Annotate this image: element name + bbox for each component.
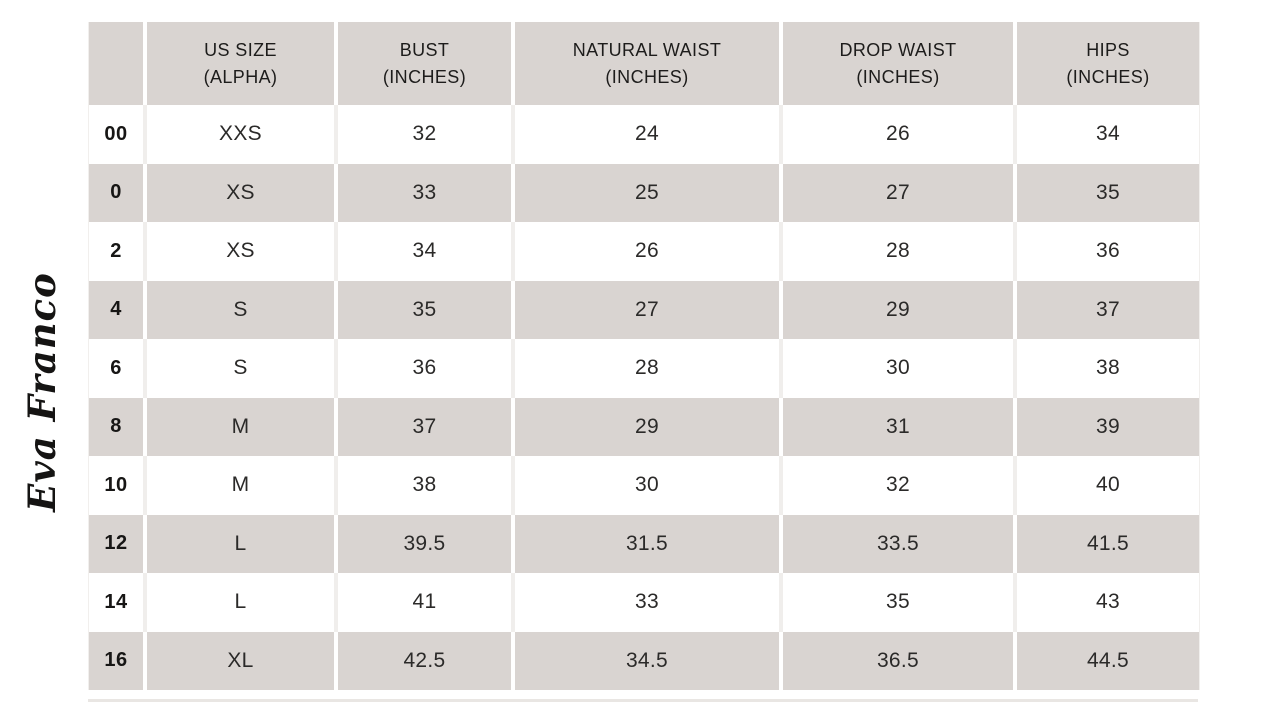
header-row: US SIZE (ALPHA) BUST (INCHES) NATURAL WAIS… — [89, 22, 1199, 105]
measurement-cell: XL — [143, 631, 334, 690]
measurement-cell: 31.5 — [511, 514, 779, 573]
measurement-cell: 26 — [779, 105, 1013, 164]
measurement-cell: 30 — [779, 339, 1013, 398]
size-label-cell: 8 — [89, 397, 143, 456]
measurement-cell: 39.5 — [334, 514, 511, 573]
measurement-cell: 40 — [1013, 456, 1199, 515]
size-chart-table: US SIZE (ALPHA) BUST (INCHES) NATURAL WAIS… — [88, 22, 1200, 690]
measurement-cell: 34 — [1013, 105, 1199, 164]
size-label-cell: 2 — [110, 239, 122, 262]
measurement-cell: XS — [143, 222, 334, 281]
table-row: 10 M 38 30 32 40 — [89, 456, 1199, 515]
measurement-cell: 36 — [1013, 222, 1199, 281]
table-row: 14 L 41 33 35 43 — [89, 573, 1199, 632]
size-label-cell: 10 — [104, 473, 128, 496]
measurement-cell: M — [143, 456, 334, 515]
measurement-cell: 36 — [334, 339, 511, 398]
measurement-cell: 28 — [779, 222, 1013, 281]
brand-logo-text: Eva Franco — [20, 272, 64, 512]
measurement-cell: 43 — [1013, 573, 1199, 632]
measurement-cell: XXS — [143, 105, 334, 164]
measurement-cell: 24 — [511, 105, 779, 164]
measurement-cell: 29 — [511, 397, 779, 456]
measurement-cell: 33 — [511, 573, 779, 632]
table-row: 0 XS 33 25 27 35 — [89, 163, 1199, 222]
measurement-cell: 44.5 — [1013, 631, 1199, 690]
measurement-cell: 35 — [1013, 163, 1199, 222]
measurement-cell: 38 — [1013, 339, 1199, 398]
measurement-cell: 27 — [779, 163, 1013, 222]
measurement-cell: M — [143, 397, 334, 456]
measurement-cell: S — [143, 339, 334, 398]
header-cell: DROP WAIST (INCHES) — [779, 22, 1013, 105]
size-chart-header: US SIZE (ALPHA) BUST (INCHES) NATURAL WAIS… — [89, 22, 1199, 105]
measurement-cell: 39 — [1013, 397, 1199, 456]
measurement-cell: 34 — [334, 222, 511, 281]
table-row: 2 XS 34 26 28 36 — [89, 222, 1199, 281]
size-chart-body: 00 XXS 32 24 26 34 0 XS 33 25 27 35 2 XS 34 26 28 36 4 S 35 2… — [89, 105, 1199, 690]
measurement-cell: 30 — [511, 456, 779, 515]
measurement-cell: 41.5 — [1013, 514, 1199, 573]
measurement-cell: 29 — [779, 280, 1013, 339]
measurement-cell: 35 — [334, 280, 511, 339]
size-label-cell: 0 — [89, 163, 143, 222]
size-label-cell: 6 — [110, 356, 122, 379]
table-row: 8 M 37 29 31 39 — [89, 397, 1199, 456]
table-row: 12 L 39.5 31.5 33.5 41.5 — [89, 514, 1199, 573]
size-label-cell: 16 — [89, 631, 143, 690]
measurement-cell: L — [143, 573, 334, 632]
header-cell: US SIZE (ALPHA) — [143, 22, 334, 105]
table-row: 00 XXS 32 24 26 34 — [89, 105, 1199, 164]
brand-logo: Eva Franco — [2, 260, 82, 524]
measurement-cell: 35 — [779, 573, 1013, 632]
size-label-cell: 14 — [104, 590, 128, 613]
size-label-cell: 12 — [89, 514, 143, 573]
measurement-cell: 31 — [779, 397, 1013, 456]
measurement-cell: 38 — [334, 456, 511, 515]
measurement-cell: S — [143, 280, 334, 339]
table-row: 16 XL 42.5 34.5 36.5 44.5 — [89, 631, 1199, 690]
corner-cell — [89, 22, 143, 105]
table-row: 6 S 36 28 30 38 — [89, 339, 1199, 398]
measurement-cell: 36.5 — [779, 631, 1013, 690]
table-bottom-rule — [88, 699, 1198, 702]
measurement-cell: 41 — [334, 573, 511, 632]
measurement-cell: 28 — [511, 339, 779, 398]
measurement-cell: 33 — [334, 163, 511, 222]
header-cell: NATURAL WAIST (INCHES) — [511, 22, 779, 105]
measurement-cell: XS — [143, 163, 334, 222]
measurement-cell: 32 — [779, 456, 1013, 515]
measurement-cell: 37 — [1013, 280, 1199, 339]
measurement-cell: 37 — [334, 397, 511, 456]
measurement-cell: 26 — [511, 222, 779, 281]
measurement-cell: L — [143, 514, 334, 573]
measurement-cell: 32 — [334, 105, 511, 164]
size-label-cell: 00 — [104, 122, 128, 145]
header-cell: HIPS (INCHES) — [1013, 22, 1199, 105]
size-label-cell: 4 — [89, 280, 143, 339]
measurement-cell: 34.5 — [511, 631, 779, 690]
header-cell: BUST (INCHES) — [334, 22, 511, 105]
table-row: 4 S 35 27 29 37 — [89, 280, 1199, 339]
measurement-cell: 27 — [511, 280, 779, 339]
measurement-cell: 42.5 — [334, 631, 511, 690]
measurement-cell: 33.5 — [779, 514, 1013, 573]
measurement-cell: 25 — [511, 163, 779, 222]
